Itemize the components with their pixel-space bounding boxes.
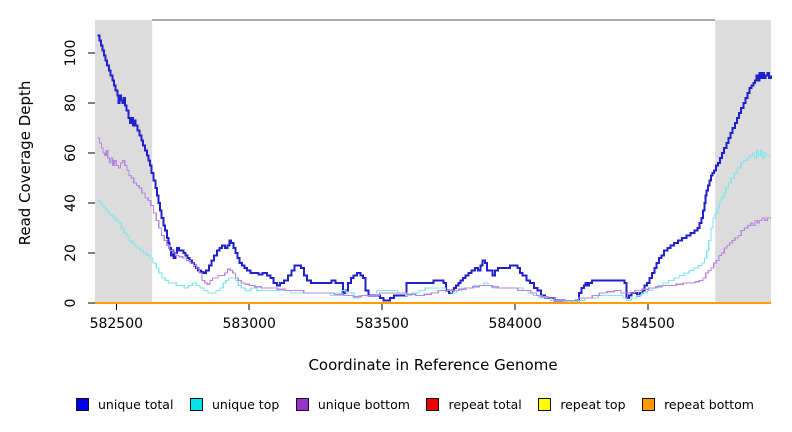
shaded-region-band: [715, 20, 771, 303]
y-tick-label: 0: [63, 299, 79, 308]
legend-label: unique top: [211, 396, 280, 412]
legend-swatch-icon: [642, 397, 656, 411]
x-tick-label: 583000: [222, 316, 275, 332]
x-tick-label: 584500: [621, 316, 674, 332]
legend-label: repeat top: [560, 396, 626, 412]
y-tick-label: 60: [63, 144, 79, 162]
y-tick-label: 20: [63, 244, 79, 262]
legend: unique total unique top unique bottom repea…: [76, 395, 754, 413]
legend-label: repeat total: [448, 396, 522, 412]
legend-swatch-icon: [189, 397, 203, 411]
legend-item-repeat-bottom: repeat bottom: [642, 397, 754, 412]
legend-item-repeat-total: repeat total: [426, 396, 522, 412]
legend-swatch-icon: [538, 397, 552, 411]
legend-item-unique-bottom: unique bottom: [295, 396, 410, 412]
legend-item-unique-total: unique total: [76, 397, 173, 412]
series-unique-top: [97, 149, 771, 303]
x-tick-label: 584000: [488, 316, 541, 332]
legend-swatch-icon: [76, 397, 89, 411]
series-unique-bottom: [97, 137, 771, 302]
series-unique-total: [97, 34, 772, 303]
y-tick-label: 40: [63, 194, 79, 212]
shaded-region-band: [95, 20, 153, 303]
y-tick-label: 80: [63, 94, 79, 112]
legend-item-unique-top: unique top: [189, 396, 280, 412]
x-axis-label: Coordinate in Reference Genome: [308, 356, 558, 374]
legend-swatch-icon: [295, 397, 309, 411]
x-tick-label: 582500: [90, 316, 143, 332]
legend-label: repeat bottom: [664, 396, 754, 412]
y-tick-label: 100: [63, 40, 79, 67]
legend-item-repeat-top: repeat top: [538, 396, 626, 412]
legend-swatch-icon: [426, 397, 440, 411]
y-axis-label: Read Coverage Depth: [16, 80, 34, 246]
x-tick-label: 583500: [355, 316, 408, 332]
coverage-chart: 582500 583000 583500 584000 584500 0 20 40 60 80 1…: [63, 19, 772, 332]
legend-label: unique bottom: [317, 396, 410, 412]
legend-label: unique total: [98, 396, 174, 412]
